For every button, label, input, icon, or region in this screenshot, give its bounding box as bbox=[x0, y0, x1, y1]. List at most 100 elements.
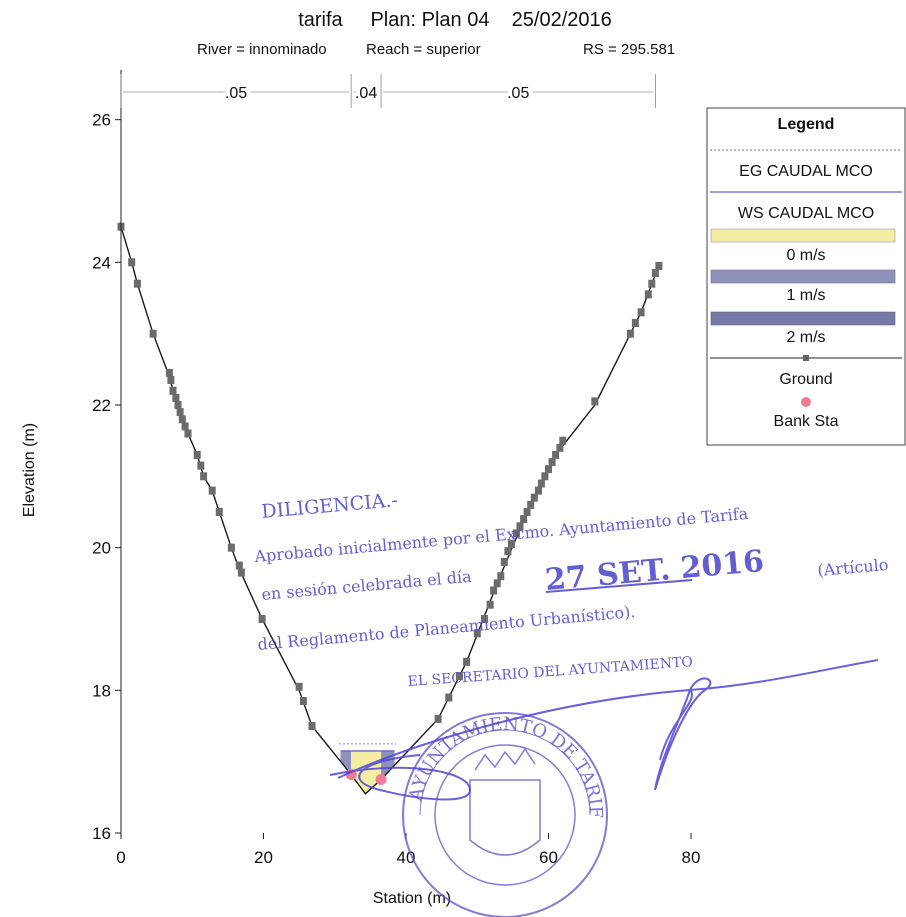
ground-point-58 bbox=[651, 269, 659, 277]
ground-point-5 bbox=[167, 376, 175, 384]
ground-point-32 bbox=[490, 586, 498, 595]
legend-swatch-0ms bbox=[710, 228, 896, 243]
ground-point-6 bbox=[169, 386, 177, 395]
ground-point-26 bbox=[445, 693, 453, 702]
ground-point-44 bbox=[535, 486, 542, 495]
y-tick-label-3: 22 bbox=[92, 396, 111, 415]
velocity-fill-0 bbox=[340, 751, 352, 775]
ground-point-13 bbox=[193, 450, 201, 459]
ground-point-33 bbox=[493, 579, 501, 588]
ground-point-43 bbox=[530, 493, 538, 502]
manning-n-annotations: .05 .04 .05 bbox=[120, 74, 656, 108]
ground-point-52 bbox=[591, 397, 599, 406]
ground-point-31 bbox=[486, 600, 494, 609]
legend-bank-marker bbox=[801, 397, 811, 407]
ground-point-28 bbox=[463, 657, 471, 666]
legend-title: Legend bbox=[778, 116, 835, 133]
x-tick-label-3: 60 bbox=[539, 848, 558, 867]
legend-item-ws: WS CAUDAL MCO bbox=[738, 205, 874, 222]
x-tick-label-0: 0 bbox=[116, 848, 125, 867]
ground-point-20 bbox=[237, 568, 245, 577]
ground-point-15 bbox=[200, 472, 208, 481]
ground-point-39 bbox=[516, 522, 524, 531]
ground-point-42 bbox=[527, 500, 535, 509]
ground-point-24 bbox=[308, 722, 316, 730]
ground-point-57 bbox=[648, 279, 656, 288]
ground-point-47 bbox=[545, 465, 552, 474]
ground-point-19 bbox=[235, 561, 243, 570]
x-tick-label-4: 80 bbox=[682, 848, 701, 867]
stamp-heading: DILIGENCIA.- bbox=[261, 489, 399, 523]
stamp-date-underline bbox=[545, 579, 693, 593]
ground-point-16 bbox=[208, 486, 216, 495]
stamp-secretary: EL SECRETARIO DEL AYUNTAMIENTO bbox=[407, 654, 693, 690]
ground-point-45 bbox=[537, 479, 545, 488]
ground-point-10 bbox=[178, 415, 186, 424]
ground-point-27 bbox=[455, 672, 463, 681]
manning-n-label-2: .05 bbox=[507, 85, 529, 102]
municipal-seal bbox=[402, 712, 608, 917]
ground-point-21 bbox=[258, 615, 266, 623]
ground-point-9 bbox=[176, 408, 184, 417]
approval-stamp: DILIGENCIA.- Aprobado inicialmente por e… bbox=[253, 489, 889, 690]
ground-point-51 bbox=[559, 436, 567, 445]
seal-text: AYUNTAMIENTO DE TARIFA bbox=[0, 0, 606, 818]
ground-point-18 bbox=[227, 543, 235, 552]
ground-point-17 bbox=[215, 508, 223, 516]
legend-swatch-2ms bbox=[710, 311, 896, 326]
legend-item-eg: EG CAUDAL MCO bbox=[739, 163, 873, 180]
legend-item-ground: Ground bbox=[779, 371, 832, 388]
ground-point-59 bbox=[655, 261, 663, 270]
ground-point-1 bbox=[128, 258, 136, 267]
ground-point-12 bbox=[184, 429, 192, 438]
legend-ground-marker bbox=[803, 355, 809, 361]
y-tick-label-5: 26 bbox=[92, 111, 111, 130]
ground-point-2 bbox=[133, 279, 141, 288]
legend-item-1ms: 1 m/s bbox=[786, 287, 825, 304]
ground-point-11 bbox=[181, 422, 189, 431]
ground-point-37 bbox=[507, 540, 515, 549]
ground-point-35 bbox=[500, 557, 508, 566]
ground-point-4 bbox=[165, 368, 173, 377]
subtitle-river: River = innominado bbox=[197, 41, 327, 58]
velocity-fill-1 bbox=[351, 751, 382, 794]
legend-item-bank: Bank Sta bbox=[774, 413, 839, 430]
subtitle-reach: Reach = superior bbox=[366, 41, 481, 58]
y-tick-label-2: 20 bbox=[92, 539, 111, 558]
stamp-line-2: en sesión celebrada el día bbox=[261, 567, 473, 604]
ground-point-34 bbox=[497, 572, 505, 581]
ground-point-54 bbox=[631, 319, 639, 327]
signature bbox=[329, 659, 879, 801]
ground-point-8 bbox=[174, 401, 182, 409]
y-tick-label-0: 16 bbox=[92, 824, 111, 843]
ground-point-36 bbox=[504, 547, 512, 556]
ground-point-46 bbox=[541, 472, 549, 481]
legend-swatch-1ms bbox=[710, 269, 896, 284]
stamp-line-3: del Reglamento de Planeamiento Urbanísti… bbox=[257, 602, 636, 654]
subtitle-rs: RS = 295.581 bbox=[583, 41, 675, 58]
ground-point-40 bbox=[520, 515, 528, 524]
ground-point-3 bbox=[149, 329, 157, 338]
ground-point-22 bbox=[295, 682, 303, 691]
manning-n-label-1: .04 bbox=[355, 85, 377, 102]
ground-point-56 bbox=[644, 290, 652, 299]
ground-point-41 bbox=[523, 508, 531, 516]
ground-point-30 bbox=[480, 615, 488, 623]
y-tick-label-1: 18 bbox=[92, 681, 111, 700]
ground-point-53 bbox=[626, 329, 634, 338]
legend-item-0ms: 0 m/s bbox=[786, 247, 825, 264]
manning-n-label-0: .05 bbox=[225, 85, 247, 102]
ground-point-50 bbox=[556, 443, 564, 452]
ground-point-25 bbox=[434, 714, 442, 723]
y-axis-label: Elevation (m) bbox=[21, 423, 38, 517]
ground-point-29 bbox=[473, 629, 481, 638]
legend-item-2ms: 2 m/s bbox=[786, 329, 825, 346]
ground-point-14 bbox=[197, 461, 205, 470]
x-tick-label-1: 20 bbox=[254, 848, 273, 867]
ground-point-38 bbox=[512, 529, 520, 538]
ground-point-48 bbox=[548, 458, 556, 467]
bank-station-1 bbox=[375, 774, 387, 785]
ground-point-55 bbox=[637, 308, 645, 317]
